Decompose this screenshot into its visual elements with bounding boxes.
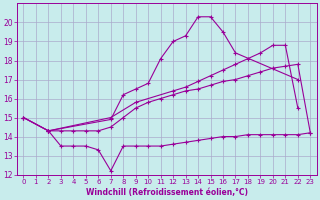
X-axis label: Windchill (Refroidissement éolien,°C): Windchill (Refroidissement éolien,°C) <box>86 188 248 197</box>
